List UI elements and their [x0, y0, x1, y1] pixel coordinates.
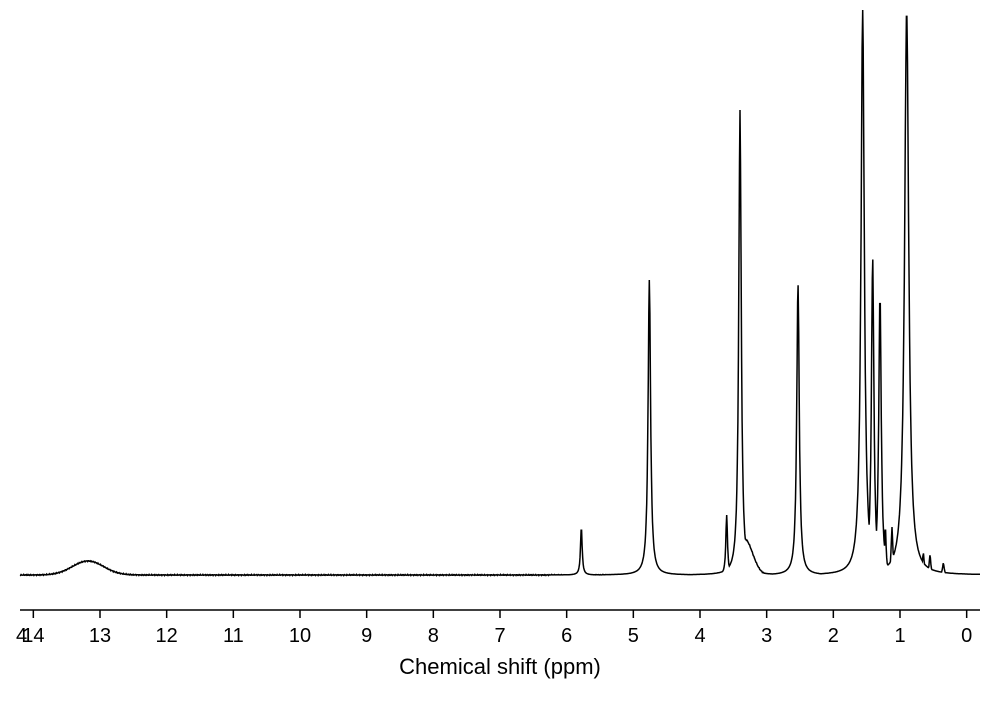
x-tick-label: 12: [156, 625, 178, 647]
x-tick-label: 10: [289, 625, 311, 647]
nmr-spectrum-chart: 141312111098765432104Chemical shift (ppm…: [0, 0, 1000, 702]
x-tick-label: 5: [628, 625, 639, 647]
spectrum-trace: [20, 10, 980, 576]
x-tick-label: 3: [761, 625, 772, 647]
x-tick-label: 4: [16, 625, 27, 647]
x-axis-label: Chemical shift (ppm): [399, 654, 601, 679]
x-tick-label: 11: [223, 625, 244, 647]
x-tick-label: 0: [961, 625, 972, 647]
x-tick-label: 6: [561, 625, 572, 647]
x-tick-label: 7: [494, 625, 505, 647]
x-tick-label: 4: [694, 625, 705, 647]
x-tick-label: 8: [428, 625, 439, 647]
x-tick-label: 13: [89, 625, 111, 647]
x-tick-label: 2: [828, 625, 839, 647]
x-tick-label: 9: [361, 625, 372, 647]
x-tick-label: 1: [894, 625, 905, 647]
